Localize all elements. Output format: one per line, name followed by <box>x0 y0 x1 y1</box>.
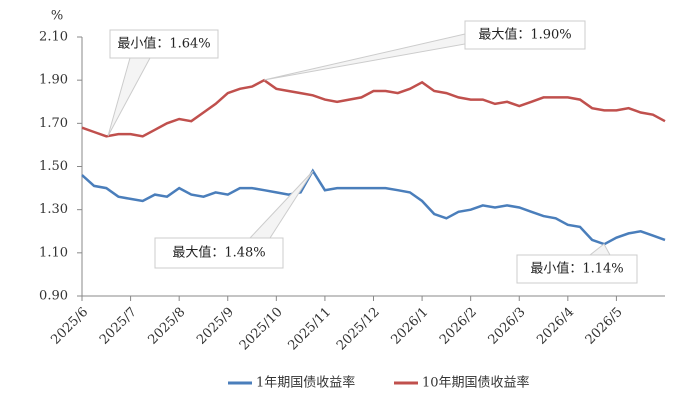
callout-box <box>516 254 638 284</box>
annotation: 最大值：1.90% <box>478 27 571 43</box>
annotation: 最小值：1.14% <box>530 261 623 277</box>
x-tick-label: 2026/1 <box>388 305 431 348</box>
annotation: 最小值：1.64% <box>117 36 210 52</box>
x-tick-label: 2025/8 <box>146 305 189 348</box>
y-tick-label: 1.30 <box>39 202 68 217</box>
x-tick-label: 2025/9 <box>194 305 237 348</box>
x-tick-label: 2025/7 <box>97 305 140 348</box>
y-tick-label: 2.10 <box>39 30 68 45</box>
callout-pointer <box>248 170 314 239</box>
x-tick-label: 2026/5 <box>583 305 626 348</box>
x-tick-label: 2025/6 <box>48 305 91 348</box>
series-line <box>81 168 666 246</box>
callout-box <box>464 20 586 50</box>
callout: 最小值：1.64% <box>107 29 219 137</box>
callout-pointer <box>263 33 466 81</box>
callout: 最大值：1.90% <box>263 20 586 81</box>
legend-label: 1年期国债收益率 <box>256 375 355 391</box>
x-tick-label: 2026/3 <box>486 305 529 348</box>
x-tick-label: 2026/2 <box>437 305 480 348</box>
callout: 最大值：1.48% <box>154 170 314 269</box>
y-tick-label: 1.10 <box>39 245 68 260</box>
y-tick-label: 1.90 <box>39 73 68 88</box>
x-tick-label: 2025/10 <box>237 305 286 354</box>
x-tick-label: 2025/11 <box>285 305 334 354</box>
y-tick-label: 1.50 <box>39 159 68 174</box>
y-tick-label: 1.70 <box>39 116 68 131</box>
y-tick-label: 0.90 <box>39 289 68 304</box>
callout-box <box>109 29 219 59</box>
y-unit: % <box>51 9 63 24</box>
x-tick-label: 2025/12 <box>334 305 383 354</box>
callout: 最小值：1.14% <box>516 243 638 284</box>
legend-label: 10年期国债收益率 <box>422 375 530 391</box>
callout-box <box>154 237 284 269</box>
x-tick-label: 2026/4 <box>534 305 577 348</box>
callout-pointer <box>588 243 611 256</box>
annotation: 最大值：1.48% <box>172 245 265 261</box>
callout-pointer <box>107 57 151 137</box>
series-line <box>81 78 666 138</box>
